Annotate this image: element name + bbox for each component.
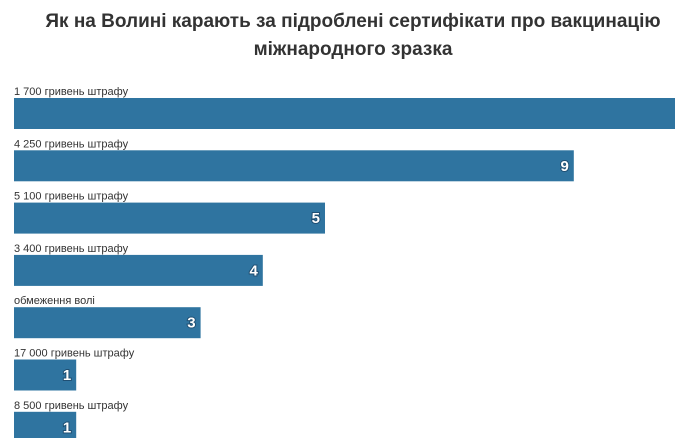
chart-title-line-2: міжнародного зразка (253, 39, 453, 60)
category-label: 8 500 гривень штрафу (14, 400, 129, 412)
value-label: 3 (187, 315, 195, 332)
bar (14, 150, 574, 182)
bar (14, 202, 325, 234)
category-label: 17 000 гривень штрафу (14, 348, 135, 360)
value-label: 1 (63, 419, 71, 436)
value-label: 4 (249, 262, 258, 279)
chart-title-line-1: Як на Волині карають за підроблені серти… (45, 11, 661, 32)
chart-title: Як на Волині карають за підроблені серти… (0, 8, 675, 64)
category-label: 4 250 гривень штрафу (14, 138, 129, 150)
value-label: 1 (63, 367, 71, 384)
category-label: 1 700 гривень штрафу (14, 86, 129, 98)
category-label: обмеження волі (14, 295, 95, 307)
category-label: 5 100 гривень штрафу (14, 191, 129, 203)
category-label: 3 400 гривень штрафу (14, 243, 129, 255)
bar (14, 254, 263, 286)
bar (14, 98, 675, 129)
bar (14, 411, 77, 438)
bar (14, 359, 77, 391)
bar (14, 307, 201, 339)
value-label: 5 (312, 210, 320, 227)
value-label: 9 (560, 158, 568, 175)
